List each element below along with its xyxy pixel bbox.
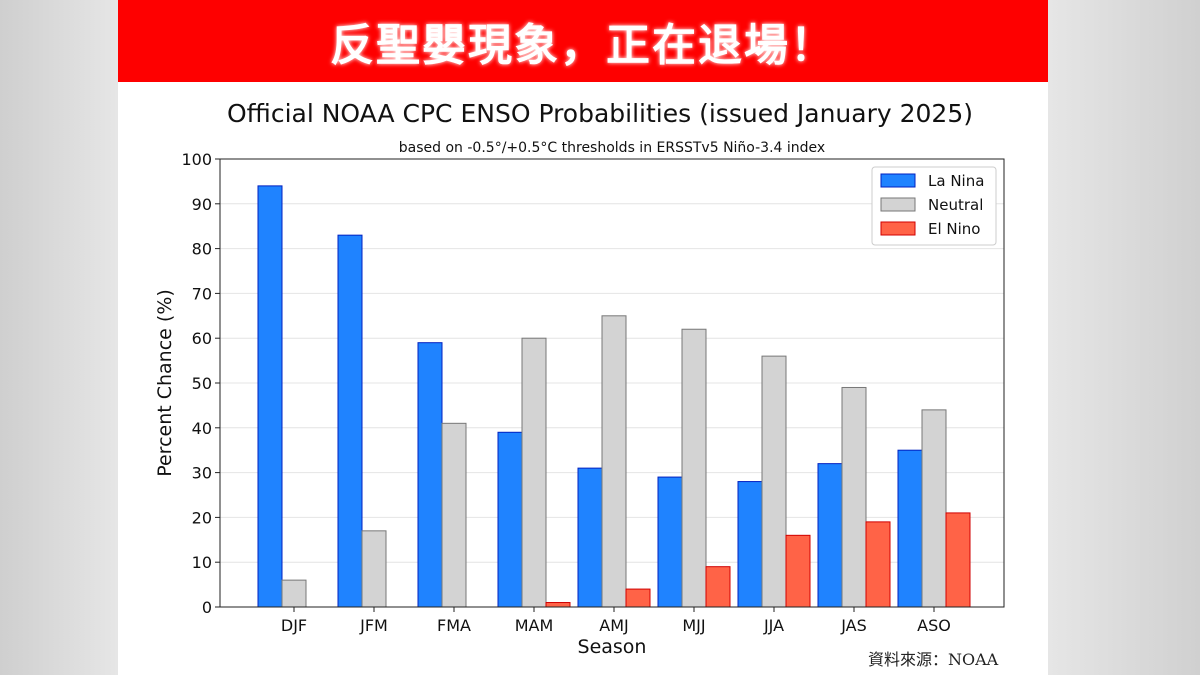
x-tick-label: MJJ bbox=[682, 616, 705, 635]
bar-neutral-DJF bbox=[281, 579, 307, 608]
bar-neutral-MAM bbox=[521, 337, 547, 608]
headline-banner: 反聖嬰現象，正在退場！ bbox=[118, 0, 1048, 82]
y-tick-label: 40 bbox=[192, 419, 212, 438]
legend-swatch bbox=[880, 197, 916, 212]
chart-subtitle: based on -0.5°/+0.5°C thresholds in ERSS… bbox=[399, 140, 825, 156]
y-tick-label: 90 bbox=[192, 195, 212, 214]
bar-el-nino-MAM bbox=[545, 602, 571, 608]
legend: La Nina Neutral El Nino bbox=[871, 166, 997, 246]
bar-la-nina-JFM bbox=[337, 234, 363, 608]
bar-neutral-JAS bbox=[841, 386, 867, 608]
x-tick-label: ASO bbox=[917, 616, 951, 635]
y-tick-label: 0 bbox=[202, 598, 212, 617]
bar-neutral-JFM bbox=[361, 530, 387, 608]
bar-la-nina-JAS bbox=[817, 463, 843, 608]
legend-label: Neutral bbox=[928, 196, 983, 214]
x-tick-label: JFM bbox=[359, 616, 388, 635]
bar-la-nina-JJA bbox=[737, 481, 763, 608]
y-tick-label: 70 bbox=[192, 284, 212, 303]
bar-la-nina-ASO bbox=[897, 449, 923, 608]
bar-neutral-MJJ bbox=[681, 328, 707, 608]
y-tick-label: 60 bbox=[192, 329, 212, 348]
y-tick-label: 100 bbox=[181, 150, 212, 169]
y-tick-label: 10 bbox=[192, 553, 212, 572]
bar-la-nina-DJF bbox=[257, 185, 283, 608]
bar-el-nino-AMJ bbox=[625, 588, 651, 608]
bar-el-nino-MJJ bbox=[705, 566, 731, 608]
bar-la-nina-MJJ bbox=[657, 476, 683, 608]
legend-swatch bbox=[880, 173, 916, 188]
x-tick-label: JAS bbox=[840, 616, 867, 635]
bar-neutral-JJA bbox=[761, 355, 787, 608]
bar-la-nina-MAM bbox=[497, 431, 523, 608]
bar-el-nino-JJA bbox=[785, 534, 811, 608]
x-tick-label: MAM bbox=[515, 616, 554, 635]
y-tick-label: 30 bbox=[192, 464, 212, 483]
bar-neutral-FMA bbox=[441, 422, 467, 608]
chart-title: Official NOAA CPC ENSO Probabilities (is… bbox=[227, 99, 973, 128]
bar-neutral-ASO bbox=[921, 409, 947, 608]
legend-swatch bbox=[880, 221, 916, 236]
x-axis-label: Season bbox=[578, 636, 647, 658]
bar-el-nino-ASO bbox=[945, 512, 971, 608]
x-tick-label: AMJ bbox=[599, 616, 628, 635]
bar-el-nino-JAS bbox=[865, 521, 891, 608]
legend-label: La Nina bbox=[928, 172, 984, 190]
y-tick-label: 20 bbox=[192, 508, 212, 527]
bar-la-nina-AMJ bbox=[577, 467, 603, 608]
bar-la-nina-FMA bbox=[417, 342, 443, 608]
y-tick-label: 50 bbox=[192, 374, 212, 393]
x-tick-label: DJF bbox=[281, 616, 307, 635]
source-credit: 資料來源：NOAA bbox=[868, 650, 999, 669]
bar-neutral-AMJ bbox=[601, 315, 627, 608]
legend-label: El Nino bbox=[928, 220, 981, 238]
headline-text: 反聖嬰現象，正在退場！ bbox=[330, 20, 836, 71]
y-tick-label: 80 bbox=[192, 240, 212, 259]
y-axis-label: Percent Chance (%) bbox=[154, 289, 176, 477]
x-tick-label: FMA bbox=[437, 616, 471, 635]
x-tick-label: JJA bbox=[763, 616, 784, 635]
